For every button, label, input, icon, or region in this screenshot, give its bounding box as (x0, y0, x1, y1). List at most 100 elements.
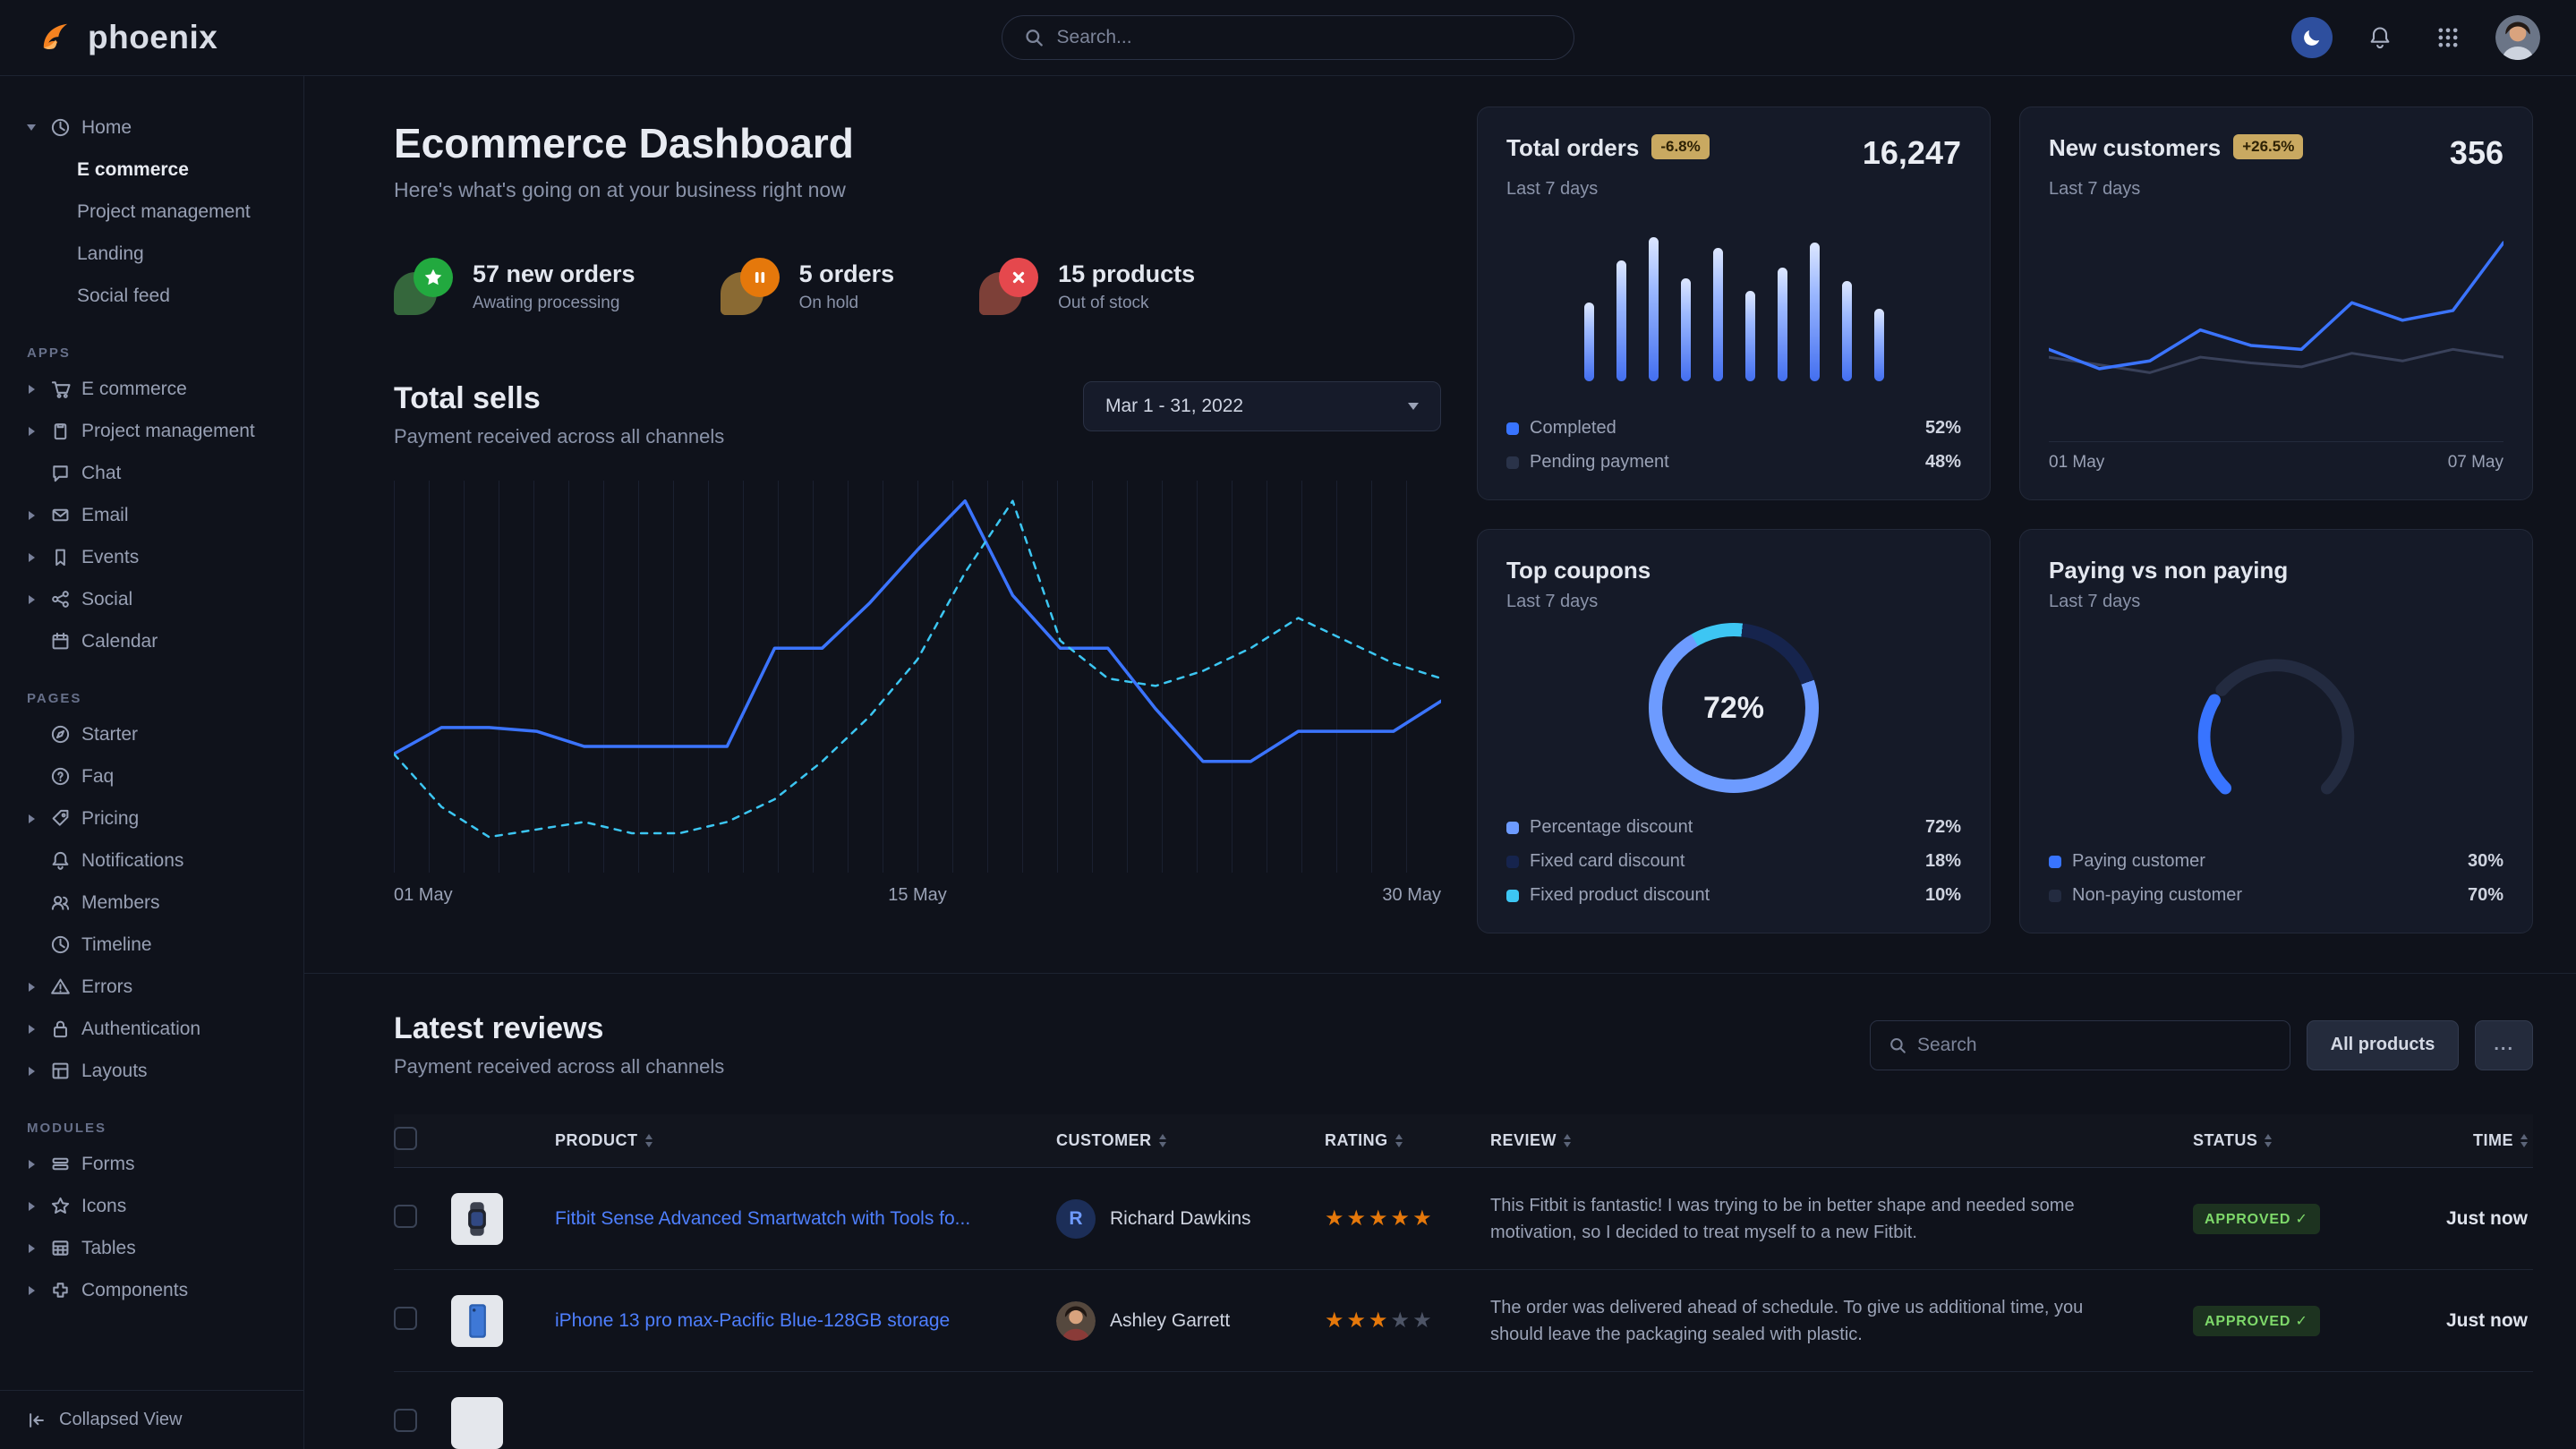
sidebar-item-pricing[interactable]: Pricing (23, 797, 280, 840)
row-checkbox[interactable] (394, 1409, 417, 1432)
more-options-button[interactable]: ... (2475, 1020, 2533, 1070)
share-icon (50, 589, 71, 609)
notifications-button[interactable] (2359, 17, 2401, 58)
stat-label: Awating processing (473, 294, 635, 313)
sidebar-item-members[interactable]: Members (23, 882, 280, 924)
legend-item: Completed52% (1506, 418, 1961, 439)
chevron-icon (23, 1202, 39, 1211)
search-input[interactable] (1057, 27, 1552, 48)
stat-label: On hold (799, 294, 895, 313)
sidebar-item-e-commerce[interactable]: E commerce (23, 149, 280, 191)
stat-value: 15 products (1058, 260, 1195, 288)
card-period: Last 7 days (1506, 179, 1961, 200)
sidebar-item-social[interactable]: Social (23, 578, 280, 620)
date-range-select[interactable]: Mar 1 - 31, 2022 (1083, 381, 1441, 431)
sort-icon (1564, 1134, 1571, 1147)
chevron-icon (23, 385, 39, 394)
sidebar-item-label: Forms (81, 1154, 135, 1175)
legend-swatch (2049, 890, 2061, 902)
chevron-icon (23, 983, 39, 992)
profile-avatar[interactable] (2495, 15, 2540, 60)
stat-label: Out of stock (1058, 294, 1195, 313)
sidebar-item-social-feed[interactable]: Social feed (23, 275, 280, 317)
sidebar-item-home[interactable]: Home (23, 107, 280, 149)
chevron-icon (23, 553, 39, 562)
sidebar-item-layouts[interactable]: Layouts (23, 1050, 280, 1092)
sidebar-item-starter[interactable]: Starter (23, 713, 280, 755)
product-link[interactable]: iPhone 13 pro max-Pacific Blue-128GB sto… (555, 1310, 1056, 1332)
sidebar-item-label: Social (81, 589, 132, 610)
stat-out-of-stock: 15 products Out of stock (979, 258, 1195, 315)
reviews-search-input[interactable] (1917, 1035, 2272, 1056)
all-products-button[interactable]: All products (2307, 1020, 2460, 1070)
reviews-subtitle: Payment received across all channels (394, 1055, 724, 1078)
sidebar: HomeE commerceProject managementLandingS… (0, 76, 304, 1449)
sidebar-item-components[interactable]: Components (23, 1269, 280, 1311)
legend-item: Percentage discount72% (1506, 817, 1961, 838)
collapse-icon (27, 1411, 47, 1430)
status-badge: APPROVED ✓ (2193, 1204, 2320, 1234)
sidebar-item-notifications[interactable]: Notifications (23, 840, 280, 882)
legend-swatch (1506, 856, 1519, 868)
reviews-search[interactable] (1870, 1020, 2290, 1070)
sidebar-item-project-management[interactable]: Project management (23, 191, 280, 233)
customer-avatar: R (1056, 1199, 1096, 1239)
column-header-time[interactable]: TIME (2399, 1131, 2533, 1150)
row-checkbox[interactable] (394, 1205, 417, 1228)
sidebar-item-project-management[interactable]: Project management (23, 410, 280, 452)
apps-grid-button[interactable] (2427, 17, 2469, 58)
select-all-checkbox[interactable] (394, 1127, 417, 1150)
rating-stars: ★★★★★ (1325, 1206, 1490, 1232)
sidebar-item-e-commerce[interactable]: E commerce (23, 368, 280, 410)
product-link[interactable]: Fitbit Sense Advanced Smartwatch with To… (555, 1208, 1056, 1230)
card-title: Top coupons (1506, 557, 1651, 584)
collapse-view-button[interactable]: Collapsed View (0, 1390, 303, 1449)
phoenix-logo-icon (36, 16, 75, 60)
orders-legend: Completed52%Pending payment48% (1506, 405, 1961, 473)
column-header-rating[interactable]: RATING (1325, 1131, 1490, 1150)
bar (1681, 278, 1691, 381)
legend-swatch (1506, 456, 1519, 469)
sidebar-item-errors[interactable]: Errors (23, 966, 280, 1008)
legend-swatch (1506, 822, 1519, 834)
sidebar-item-forms[interactable]: Forms (23, 1143, 280, 1185)
brand[interactable]: phoenix (36, 16, 218, 60)
column-header-product[interactable]: PRODUCT (555, 1131, 1056, 1150)
column-header-review[interactable]: REVIEW (1490, 1131, 2193, 1150)
sidebar-item-email[interactable]: Email (23, 494, 280, 536)
lock-icon (50, 1019, 71, 1039)
orders-bar-chart (1506, 230, 1961, 381)
sidebar-group-label: APPS (27, 345, 280, 361)
sidebar-item-label: Events (81, 547, 139, 568)
stat-value: 57 new orders (473, 260, 635, 288)
sidebar-item-timeline[interactable]: Timeline (23, 924, 280, 966)
chevron-icon (23, 511, 39, 520)
row-checkbox[interactable] (394, 1307, 417, 1330)
customer-name: Richard Dawkins (1110, 1208, 1251, 1230)
sidebar-item-authentication[interactable]: Authentication (23, 1008, 280, 1050)
sidebar-item-faq[interactable]: Faq (23, 755, 280, 797)
sidebar-item-chat[interactable]: Chat (23, 452, 280, 494)
sidebar-item-label: Calendar (81, 631, 158, 652)
sidebar-item-tables[interactable]: Tables (23, 1227, 280, 1269)
sidebar-group-label: PAGES (27, 691, 280, 706)
sidebar-item-icons[interactable]: Icons (23, 1185, 280, 1227)
card-period: Last 7 days (2049, 179, 2503, 200)
legend-item: Fixed product discount10% (1506, 885, 1961, 906)
chevron-icon (23, 814, 39, 823)
global-search[interactable] (1002, 15, 1574, 60)
tag-icon (50, 808, 71, 829)
review-text: The order was delivered ahead of schedul… (1490, 1294, 2193, 1348)
sidebar-item-label: Layouts (81, 1061, 148, 1082)
sidebar-item-events[interactable]: Events (23, 536, 280, 578)
top-navbar: phoenix (0, 0, 2576, 76)
theme-toggle-button[interactable] (2291, 17, 2333, 58)
sidebar-item-landing[interactable]: Landing (23, 233, 280, 275)
sidebar-item-calendar[interactable]: Calendar (23, 620, 280, 662)
column-header-status[interactable]: STATUS (2193, 1131, 2399, 1150)
table-row: Fitbit Sense Advanced Smartwatch with To… (394, 1168, 2533, 1270)
column-header-customer[interactable]: CUSTOMER (1056, 1131, 1325, 1150)
compass-icon (50, 724, 71, 745)
card-value: 356 (2450, 134, 2503, 172)
card-value: 16,247 (1863, 134, 1961, 172)
